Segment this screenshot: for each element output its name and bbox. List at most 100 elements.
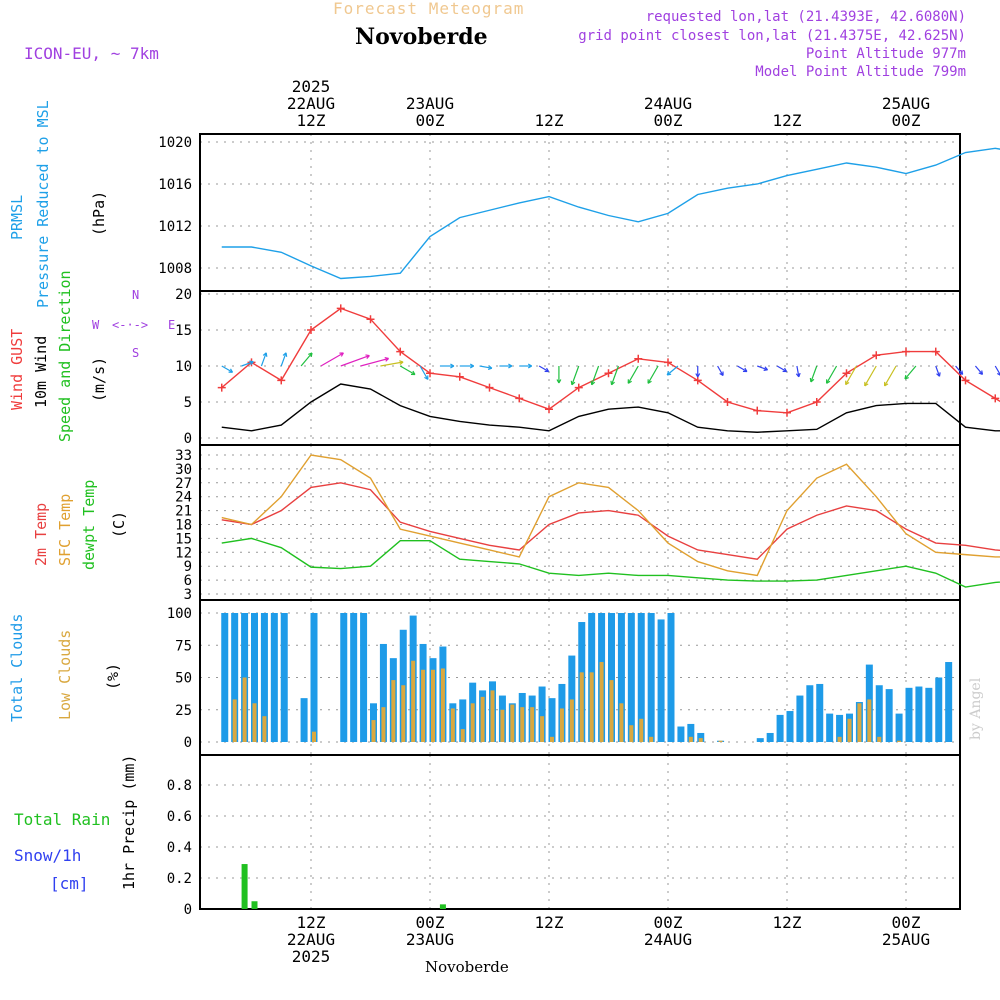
total-cloud-bar [756, 738, 764, 742]
total-cloud-bar [677, 726, 685, 742]
low-cloud-bar [609, 680, 614, 742]
y-tick-label: 15 [175, 531, 192, 547]
wind-arrow [955, 365, 964, 375]
app-title: Forecast Meteogram [333, 0, 525, 18]
wind-arrow [810, 365, 818, 383]
wind-arrowhead [410, 370, 416, 376]
low-cloud-bar [629, 725, 634, 742]
gust-line-marker [902, 347, 910, 356]
y-tick-label: 10 [175, 359, 192, 375]
y-tick-label: 0 [184, 431, 192, 447]
y-tick-label: 25 [175, 703, 192, 719]
total-cloud-bar [885, 689, 893, 742]
wind-arrowhead [384, 356, 390, 362]
top-axis-label: 25AUG 00Z [866, 78, 946, 129]
point-altitude: Point Altitude 977m [805, 46, 966, 62]
total-cloud-bar [538, 686, 546, 742]
wind-arrow [826, 365, 838, 384]
bottom-axis-time: 00Z [415, 913, 445, 932]
total-cloud-bar [925, 687, 933, 742]
gust-line-marker [455, 372, 464, 381]
panel-frame-precip [199, 754, 961, 910]
total-cloud-bar [915, 686, 923, 742]
top-axis-time: 12Z [296, 111, 326, 130]
wind-arrowhead [556, 379, 562, 384]
total-cloud-bar [280, 613, 288, 742]
compass-w: W [92, 318, 100, 332]
gust-line-marker [366, 315, 375, 324]
wind-arrow [360, 357, 389, 367]
requested-coords: requested lon,lat (21.4393E, 42.6080N) [645, 9, 966, 25]
y-tick-label: 75 [175, 638, 192, 654]
total-cloud-bar [627, 613, 635, 742]
wind-arrowhead [339, 352, 344, 357]
gust-line-marker [664, 358, 672, 367]
y-tick-label: 0.8 [167, 778, 192, 794]
low-cloud-bar [490, 690, 495, 742]
compass-n: N [132, 288, 140, 302]
wind-arrow [974, 365, 983, 375]
total-cloud-bar [350, 613, 358, 742]
wind-arrow [647, 365, 659, 384]
low-cloud-bar [312, 731, 316, 742]
bottom-axis-label: 12Z [509, 914, 589, 965]
low-cloud-bar [550, 736, 554, 742]
y-tick-label: 0.2 [167, 871, 192, 887]
wind-arrow [399, 365, 416, 376]
total-cloud-bar [260, 613, 268, 742]
compass-arrows: <-·-> [112, 318, 149, 332]
low-cloud-bar [371, 720, 376, 742]
top-axis-time: 12Z [772, 111, 802, 130]
low-cloud-bar [698, 738, 703, 742]
y-tick-label: 5 [184, 395, 192, 411]
low-cloud-bar [500, 709, 505, 742]
wind-arrowhead [695, 373, 701, 378]
y-tick-label: 1008 [158, 261, 192, 277]
wind-arrowhead [590, 380, 596, 386]
total-cloud-bar [459, 699, 467, 742]
y-tick-label: 18 [175, 518, 192, 534]
bottom-axis-label: 00Z 23AUG [390, 914, 470, 965]
wind-arrowhead [795, 372, 801, 378]
total-cloud-bar [895, 713, 903, 742]
gust-line-marker [753, 406, 762, 415]
total-cloud-bar [379, 643, 387, 742]
low-cloud-bar [431, 669, 435, 742]
y-tick-label: 3 [184, 587, 192, 603]
sfc-temp-line [221, 454, 1000, 577]
wind-arrowhead [262, 352, 268, 357]
total-cloud-bar [300, 698, 308, 742]
top-axis-date: 22AUG [286, 94, 336, 113]
low-cloud-bar [510, 704, 515, 742]
y-tick-label: 12 [175, 545, 192, 561]
low-cloud-bar [252, 703, 257, 742]
low-cloud-bar [867, 699, 872, 742]
wind-arrow [737, 365, 748, 373]
bottom-axis-date: 24AUG [643, 930, 693, 949]
gust-line [221, 307, 1000, 414]
wind-arrow [845, 365, 857, 385]
location-title: Novoberde [355, 24, 488, 50]
top-axis-label: 12Z [509, 78, 589, 129]
compass-e: E [168, 318, 176, 332]
low-cloud-bar [411, 660, 416, 742]
snow-label: Snow/1h [14, 846, 82, 865]
rain-bar [251, 901, 258, 909]
y-tick-label: 6 [184, 573, 192, 589]
wind-line [221, 383, 1000, 433]
gust-line-marker [842, 369, 851, 378]
top-axis-date: 23AUG [405, 94, 455, 113]
gust-line-marker [574, 383, 583, 392]
low-cloud-bar [401, 685, 406, 742]
wind-arrowhead [742, 367, 748, 373]
pressure-line [221, 147, 1000, 280]
total-cloud-bar [905, 687, 913, 742]
y-tick-label: 0 [184, 735, 192, 751]
wind-arrowhead [763, 366, 769, 371]
y-tick-label: 100 [167, 606, 192, 622]
wind-arrowhead [228, 368, 234, 373]
gust-line-marker [634, 354, 643, 363]
total-cloud-bar [826, 713, 834, 742]
wind-arrowhead [864, 381, 869, 387]
